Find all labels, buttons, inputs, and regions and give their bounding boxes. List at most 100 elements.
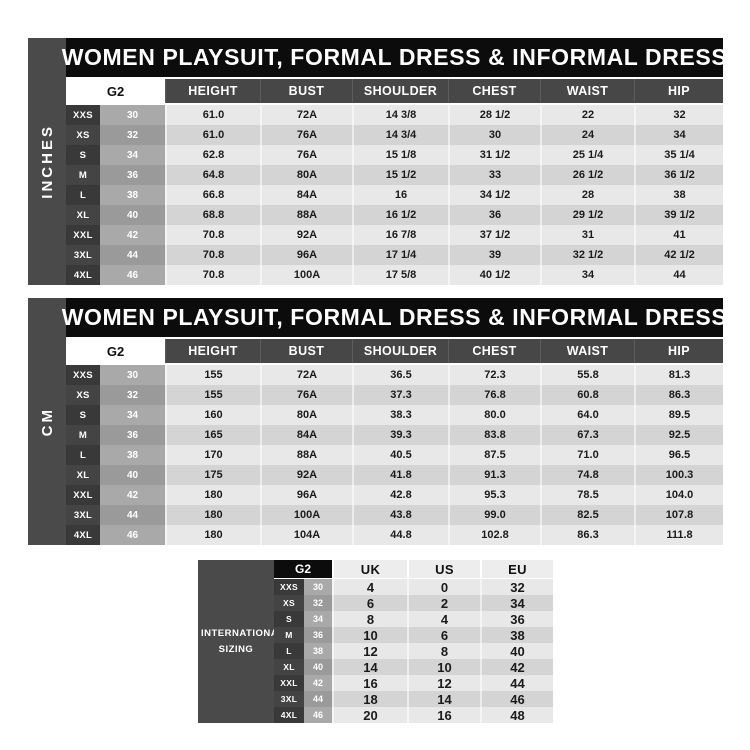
measurement-value: 41 [634, 225, 723, 245]
measurement-value: 102.8 [448, 525, 540, 545]
measurement-value: 16 [352, 185, 448, 205]
measurement-value: 16 1/2 [352, 205, 448, 225]
measurement-value: 17 5/8 [352, 265, 448, 285]
measurement-value: 43.8 [352, 505, 448, 525]
measurement-value: 82.5 [540, 505, 634, 525]
measurement-value: 18 [332, 691, 407, 707]
size-row-xxl: XXL 42 70.8 92A 16 7/8 37 1/2 31 41 [66, 225, 723, 245]
measurement-value: 14 3/8 [352, 105, 448, 125]
measurement-value: 36.5 [352, 365, 448, 385]
cm-unit-label: CM [38, 406, 56, 437]
measurement-value: 72A [260, 105, 352, 125]
measurement-value: 24 [540, 125, 634, 145]
size-row-s: S 34 8 4 36 [274, 611, 553, 627]
size-label: XS [66, 385, 100, 405]
measurement-value: 44 [634, 265, 723, 285]
size-row-xxs: XXS 30 155 72A 36.5 72.3 55.8 81.3 [66, 365, 723, 385]
measurement-value: 84A [260, 425, 352, 445]
g2-size-number: 40 [100, 465, 165, 485]
measurement-value: 14 [407, 691, 480, 707]
g2-size-number: 44 [304, 691, 332, 707]
measurement-value: 71.0 [540, 445, 634, 465]
measurement-value: 91.3 [448, 465, 540, 485]
measurement-value: 62.8 [165, 145, 260, 165]
measurement-value: 39 [448, 245, 540, 265]
g2-header-cell: G2 [66, 79, 165, 103]
measurement-value: 92A [260, 465, 352, 485]
inches-unit-sidebar: INCHES [28, 38, 66, 285]
measurement-value: 74.8 [540, 465, 634, 485]
measurement-value: 107.8 [634, 505, 723, 525]
size-row-xxl: XXL 42 16 12 44 [274, 675, 553, 691]
measurement-value: 35 1/4 [634, 145, 723, 165]
measurement-value: 30 [448, 125, 540, 145]
measurement-value: 15 1/2 [352, 165, 448, 185]
size-row-xl: XL 40 175 92A 41.8 91.3 74.8 100.3 [66, 465, 723, 485]
cm-size-table: CM WOMEN PLAYSUIT, FORMAL DRESS & INFORM… [28, 298, 727, 545]
measurement-value: 76A [260, 385, 352, 405]
international-sizing-table: INTERNATIONAL SIZING G2 UK US EU XXS 30 4 0 32 X… [198, 560, 553, 723]
measurement-value: 67.3 [540, 425, 634, 445]
measurement-value: 32 1/2 [540, 245, 634, 265]
measurement-value: 36 [480, 611, 553, 627]
g2-size-number: 30 [100, 365, 165, 385]
inches-unit-label: INCHES [38, 124, 56, 199]
size-label: 3XL [66, 505, 100, 525]
measurement-value: 76.8 [448, 385, 540, 405]
g2-size-number: 42 [304, 675, 332, 691]
measurement-value: 170 [165, 445, 260, 465]
size-label: M [66, 425, 100, 445]
size-row-l: L 38 170 88A 40.5 87.5 71.0 96.5 [66, 445, 723, 465]
measurement-value: 41.8 [352, 465, 448, 485]
column-header-waist: WAIST [540, 339, 634, 363]
measurement-value: 84A [260, 185, 352, 205]
size-label: M [66, 165, 100, 185]
column-header-uk: UK [332, 560, 407, 578]
measurement-value: 70.8 [165, 245, 260, 265]
measurement-value: 165 [165, 425, 260, 445]
g2-size-number: 34 [100, 145, 165, 165]
size-label: M [274, 627, 304, 643]
measurement-value: 42 [480, 659, 553, 675]
measurement-value: 72A [260, 365, 352, 385]
measurement-value: 96A [260, 485, 352, 505]
measurement-value: 68.8 [165, 205, 260, 225]
measurement-value: 37.3 [352, 385, 448, 405]
measurement-value: 96.5 [634, 445, 723, 465]
g2-size-number: 42 [100, 225, 165, 245]
measurement-value: 60.8 [540, 385, 634, 405]
size-label: XS [274, 595, 304, 611]
measurement-value: 25 1/4 [540, 145, 634, 165]
size-label: XXS [274, 579, 304, 595]
size-label: S [66, 405, 100, 425]
column-header-us: US [407, 560, 480, 578]
cm-rows: XXS 30 155 72A 36.5 72.3 55.8 81.3 XS 32 155 76A 37.… [66, 365, 723, 545]
inches-rows: XXS 30 61.0 72A 14 3/8 28 1/2 22 32 XS 32 61.0 76A 1… [66, 105, 723, 285]
g2-size-number: 42 [100, 485, 165, 505]
measurement-value: 17 1/4 [352, 245, 448, 265]
column-header-chest: CHEST [448, 339, 540, 363]
measurement-value: 81.3 [634, 365, 723, 385]
measurement-value: 44.8 [352, 525, 448, 545]
measurement-value: 175 [165, 465, 260, 485]
size-row-4xl: 4XL 46 20 16 48 [274, 707, 553, 723]
size-row-xl: XL 40 14 10 42 [274, 659, 553, 675]
measurement-value: 31 1/2 [448, 145, 540, 165]
size-row-xs: XS 32 155 76A 37.3 76.8 60.8 86.3 [66, 385, 723, 405]
measurement-value: 32 [634, 105, 723, 125]
measurement-value: 38.3 [352, 405, 448, 425]
size-label: S [274, 611, 304, 627]
measurement-value: 16 7/8 [352, 225, 448, 245]
column-header-chest: CHEST [448, 79, 540, 103]
measurement-value: 104.0 [634, 485, 723, 505]
cm-header-row: G2 HEIGHT BUST SHOULDER CHEST WAIST HIP [66, 339, 723, 363]
measurement-value: 4 [332, 579, 407, 595]
size-row-xxs: XXS 30 4 0 32 [274, 579, 553, 595]
column-header-bust: BUST [260, 79, 352, 103]
size-label: XXS [66, 365, 100, 385]
measurement-value: 80A [260, 165, 352, 185]
measurement-value: 29 1/2 [540, 205, 634, 225]
measurement-value: 95.3 [448, 485, 540, 505]
column-header-height: HEIGHT [165, 79, 260, 103]
measurement-value: 42.8 [352, 485, 448, 505]
